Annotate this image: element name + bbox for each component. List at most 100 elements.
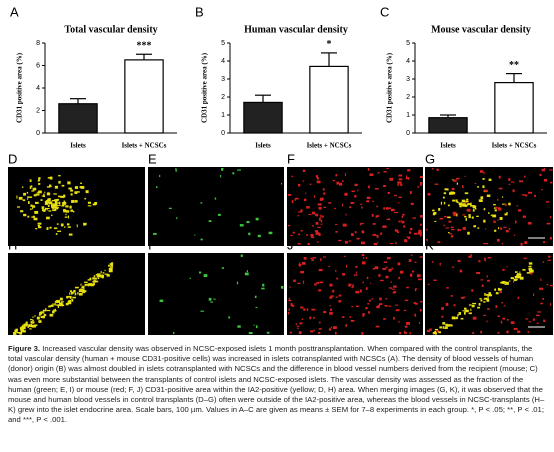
stain-spot <box>460 317 464 320</box>
stain-spot <box>159 299 164 302</box>
stain-spot <box>18 196 23 200</box>
stain-spot <box>483 301 486 303</box>
micrograph-bg <box>8 253 145 335</box>
stain-spot <box>468 216 471 219</box>
stain-spot <box>58 180 61 184</box>
stain-spot <box>395 229 399 232</box>
stain-spot <box>321 215 324 218</box>
stain-spot <box>89 284 91 287</box>
y-tick-label: 5 <box>406 40 410 47</box>
stain-spot <box>58 201 61 205</box>
y-tick-label: 0 <box>406 130 410 137</box>
stain-spot <box>106 274 110 277</box>
stain-spot <box>513 327 518 330</box>
stain-spot <box>426 239 428 242</box>
stain-spot <box>61 204 65 207</box>
stain-spot <box>492 214 497 218</box>
stain-spot <box>31 216 33 218</box>
stain-spot <box>452 199 456 202</box>
stain-spot <box>32 215 35 218</box>
stain-spot <box>52 305 54 307</box>
stain-spot <box>296 327 299 329</box>
stain-spot <box>349 316 352 318</box>
stain-spot <box>22 325 24 328</box>
stain-spot <box>67 301 72 305</box>
stain-spot <box>485 228 487 230</box>
stain-spot <box>388 287 393 289</box>
stain-spot <box>311 211 316 215</box>
stain-spot <box>39 311 42 315</box>
stain-spot <box>483 208 486 211</box>
error-bar <box>70 98 86 104</box>
y-tick-label: 8 <box>36 40 40 47</box>
stain-spot <box>461 199 466 203</box>
stain-spot <box>522 215 526 218</box>
stain-spot <box>442 322 446 325</box>
stain-spot <box>281 285 284 289</box>
stain-spot <box>32 187 37 191</box>
stain-spot <box>539 173 542 177</box>
stain-spot <box>29 186 32 189</box>
stain-spot <box>35 228 38 230</box>
stain-spot <box>351 306 354 308</box>
stain-spot <box>46 208 48 211</box>
micrograph-bg <box>148 167 284 246</box>
stain-spot <box>72 296 76 299</box>
stain-spot <box>532 318 535 321</box>
stain-spot <box>52 209 56 212</box>
stain-spot <box>345 213 347 216</box>
stain-spot <box>445 302 449 306</box>
stain-spot <box>313 316 315 319</box>
stain-spot <box>253 324 255 326</box>
stain-spot <box>368 299 371 302</box>
stain-spot <box>355 271 357 274</box>
stain-spot <box>469 205 474 207</box>
stain-spot <box>467 231 470 235</box>
stain-spot <box>529 265 532 268</box>
stain-spot <box>318 217 321 221</box>
stain-spot <box>386 168 389 170</box>
stain-spot <box>288 297 291 300</box>
stain-spot <box>200 310 205 312</box>
stain-spot <box>40 199 43 201</box>
bar <box>243 101 283 134</box>
stain-spot <box>69 296 71 299</box>
stain-spot <box>306 234 308 237</box>
stain-spot <box>359 203 363 205</box>
stain-spot <box>31 190 35 192</box>
stain-spot <box>510 321 515 324</box>
stain-spot <box>487 295 489 299</box>
stain-spot <box>237 325 241 328</box>
stain-spot <box>411 270 415 273</box>
stain-spot <box>383 185 387 187</box>
stain-spot <box>50 304 54 307</box>
stain-spot <box>82 290 86 294</box>
stain-spot <box>377 304 380 308</box>
stain-spot <box>87 279 91 281</box>
stain-spot <box>16 195 18 199</box>
stain-spot <box>342 223 347 227</box>
stain-spot <box>524 175 526 178</box>
stain-spot <box>384 304 388 307</box>
stain-spot <box>54 310 57 312</box>
stain-spot <box>476 215 479 218</box>
stain-spot <box>47 177 50 179</box>
stain-spot <box>338 300 342 303</box>
stain-spot <box>494 229 497 232</box>
stain-spot <box>385 298 388 300</box>
stain-spot <box>365 287 368 290</box>
stain-spot <box>519 180 523 183</box>
stain-spot <box>497 219 499 221</box>
stain-spot <box>70 295 72 299</box>
stain-spot <box>546 283 549 286</box>
stain-spot <box>502 317 506 320</box>
stain-spot <box>290 234 293 237</box>
stain-spot <box>64 216 68 218</box>
stain-spot <box>388 268 392 272</box>
stain-spot <box>73 289 76 293</box>
stain-spot <box>48 210 52 212</box>
stain-spot <box>85 283 88 286</box>
stain-spot <box>468 214 471 217</box>
stain-spot <box>74 186 79 189</box>
stain-spot <box>471 216 474 219</box>
